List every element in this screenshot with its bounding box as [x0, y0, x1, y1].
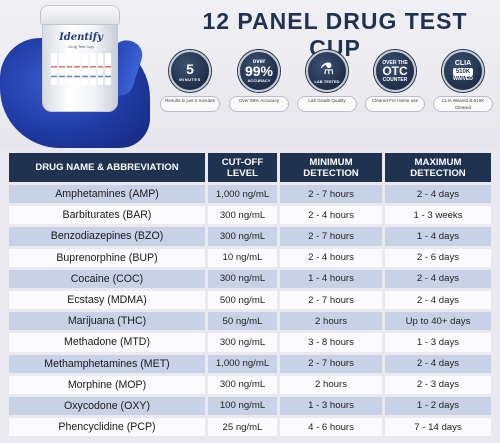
cell-min-detection: 3 - 8 hours: [280, 333, 385, 352]
cup-subtitle: Drug Test Cup: [68, 44, 94, 49]
header-min-detection: MINIMUM DETECTION: [280, 153, 385, 182]
clia-icon: CLIA 510K WAIVED: [442, 50, 484, 92]
cell-max-detection: 2 - 3 days: [385, 375, 491, 394]
badge-accuracy: over 99% ACCURACY Over 99% Accuracy: [229, 50, 289, 112]
cell-max-detection: 1 - 2 days: [385, 396, 491, 416]
badge-caption: Over 99% Accuracy: [229, 96, 289, 112]
cell-min-detection: 2 hours: [280, 375, 385, 394]
header-drug-name: DRUG NAME & ABBREVIATION: [9, 153, 208, 182]
cell-min-detection: 1 - 3 hours: [280, 396, 385, 416]
cell-drug-name: Cocaine (COC): [9, 269, 208, 288]
cell-max-detection: 7 - 14 days: [385, 418, 491, 437]
cell-max-detection: 2 - 4 days: [385, 354, 491, 373]
table-row: Ecstasy (MDMA) 500 ng/mL 2 - 7 hours 2 - 4 …: [9, 290, 491, 310]
drug-detection-table: DRUG NAME & ABBREVIATION CUT-OFF LEVEL M…: [9, 150, 491, 439]
cell-cutoff: 1,000 ng/mL: [208, 354, 280, 373]
cell-drug-name: Barbiturates (BAR): [9, 206, 208, 225]
table-row: Phencyclidine (PCP) 25 ng/mL 4 - 6 hours 7 …: [9, 418, 491, 437]
cell-max-detection: 1 - 4 days: [385, 227, 491, 246]
cell-cutoff: 100 ng/mL: [208, 396, 280, 416]
cell-max-detection: 1 - 3 weeks: [385, 206, 491, 225]
table-row: Cocaine (COC) 300 ng/mL 1 - 4 hours 2 - 4 d…: [9, 269, 491, 288]
cell-min-detection: 4 - 6 hours: [280, 418, 385, 437]
cell-drug-name: Methamphetamines (MET): [9, 354, 208, 373]
table-row: Marijuana (THC) 50 ng/mL 2 hours Up to 40+ …: [9, 312, 491, 331]
badge-clia: CLIA 510K WAIVED CLIA Waived & 510K Clea…: [433, 50, 493, 112]
timer-icon: 5 MINUTES: [169, 50, 211, 92]
cell-min-detection: 2 hours: [280, 312, 385, 331]
cell-min-detection: 2 - 4 hours: [280, 206, 385, 225]
badge-caption: Lab Grade Quality: [297, 96, 357, 112]
drug-test-cup-image: Identify Drug Test Cup: [40, 5, 120, 112]
table-row: Benzodiazepines (BZO) 300 ng/mL 2 - 7 hour…: [9, 227, 491, 246]
cell-drug-name: Oxycodone (OXY): [9, 396, 208, 416]
cell-cutoff: 300 ng/mL: [208, 375, 280, 394]
table-row: Buprenorphine (BUP) 10 ng/mL 2 - 4 hours 2 …: [9, 248, 491, 267]
cell-cutoff: 300 ng/mL: [208, 269, 280, 288]
badge-otc: OVER THE OTC COUNTER Cleared For Home us…: [365, 50, 425, 112]
table-body: Amphetamines (AMP) 1,000 ng/mL 2 - 7 hours…: [9, 185, 491, 437]
badge-time: 5 MINUTES Results in just 5 minutes: [160, 50, 220, 112]
table-row: Methadone (MTD) 300 ng/mL 3 - 8 hours 1 - 3…: [9, 333, 491, 352]
cell-drug-name: Morphine (MOP): [9, 375, 208, 394]
cup-cap: [40, 5, 120, 25]
cup-brand: Identify: [59, 32, 103, 43]
cell-drug-name: Benzodiazepines (BZO): [9, 227, 208, 246]
cell-min-detection: 2 - 7 hours: [280, 185, 385, 204]
cell-max-detection: 2 - 4 days: [385, 290, 491, 310]
table-row: Barbiturates (BAR) 300 ng/mL 2 - 4 hours 1 …: [9, 206, 491, 225]
cell-cutoff: 25 ng/mL: [208, 418, 280, 437]
cell-drug-name: Amphetamines (AMP): [9, 185, 208, 204]
cell-cutoff: 50 ng/mL: [208, 312, 280, 331]
cell-drug-name: Ecstasy (MDMA): [9, 290, 208, 310]
cell-drug-name: Methadone (MTD): [9, 333, 208, 352]
cell-cutoff: 10 ng/mL: [208, 248, 280, 267]
flask-icon: ⚗ LAB TESTED: [306, 50, 348, 92]
cell-drug-name: Phencyclidine (PCP): [9, 418, 208, 437]
cell-cutoff: 500 ng/mL: [208, 290, 280, 310]
cup-test-strips: [51, 53, 111, 85]
otc-icon: OVER THE OTC COUNTER: [374, 50, 416, 92]
cell-min-detection: 1 - 4 hours: [280, 269, 385, 288]
cell-cutoff: 1,000 ng/mL: [208, 185, 280, 204]
cell-min-detection: 2 - 7 hours: [280, 290, 385, 310]
feature-badges: 5 MINUTES Results in just 5 minutes over…: [160, 50, 495, 130]
table-row: Morphine (MOP) 300 ng/mL 2 hours 2 - 3 days: [9, 375, 491, 394]
badge-caption: Results in just 5 minutes: [160, 96, 220, 112]
header-max-detection: MAXIMUM DETECTION: [385, 153, 491, 182]
badge-caption: Cleared For Home use: [365, 96, 425, 112]
cell-max-detection: 2 - 4 days: [385, 185, 491, 204]
table-row: Oxycodone (OXY) 100 ng/mL 1 - 3 hours 1 - 2…: [9, 396, 491, 416]
cell-drug-name: Marijuana (THC): [9, 312, 208, 331]
cell-min-detection: 2 - 4 hours: [280, 248, 385, 267]
cell-max-detection: 2 - 6 days: [385, 248, 491, 267]
header-cutoff: CUT-OFF LEVEL: [208, 153, 280, 182]
cell-min-detection: 2 - 7 hours: [280, 354, 385, 373]
cell-cutoff: 300 ng/mL: [208, 206, 280, 225]
badge-caption: CLIA Waived & 510K Cleared: [433, 96, 493, 112]
cell-drug-name: Buprenorphine (BUP): [9, 248, 208, 267]
cell-cutoff: 300 ng/mL: [208, 333, 280, 352]
badge-lab: ⚗ LAB TESTED Lab Grade Quality: [297, 50, 357, 112]
cell-max-detection: 1 - 3 days: [385, 333, 491, 352]
table-header-row: DRUG NAME & ABBREVIATION CUT-OFF LEVEL M…: [9, 153, 491, 182]
cell-max-detection: Up to 40+ days: [385, 312, 491, 331]
table-row: Amphetamines (AMP) 1,000 ng/mL 2 - 7 hours…: [9, 185, 491, 204]
cell-max-detection: 2 - 4 days: [385, 269, 491, 288]
accuracy-icon: over 99% ACCURACY: [238, 50, 280, 92]
cell-min-detection: 2 - 7 hours: [280, 227, 385, 246]
table-row: Methamphetamines (MET) 1,000 ng/mL 2 - 7 h…: [9, 354, 491, 373]
cell-cutoff: 300 ng/mL: [208, 227, 280, 246]
